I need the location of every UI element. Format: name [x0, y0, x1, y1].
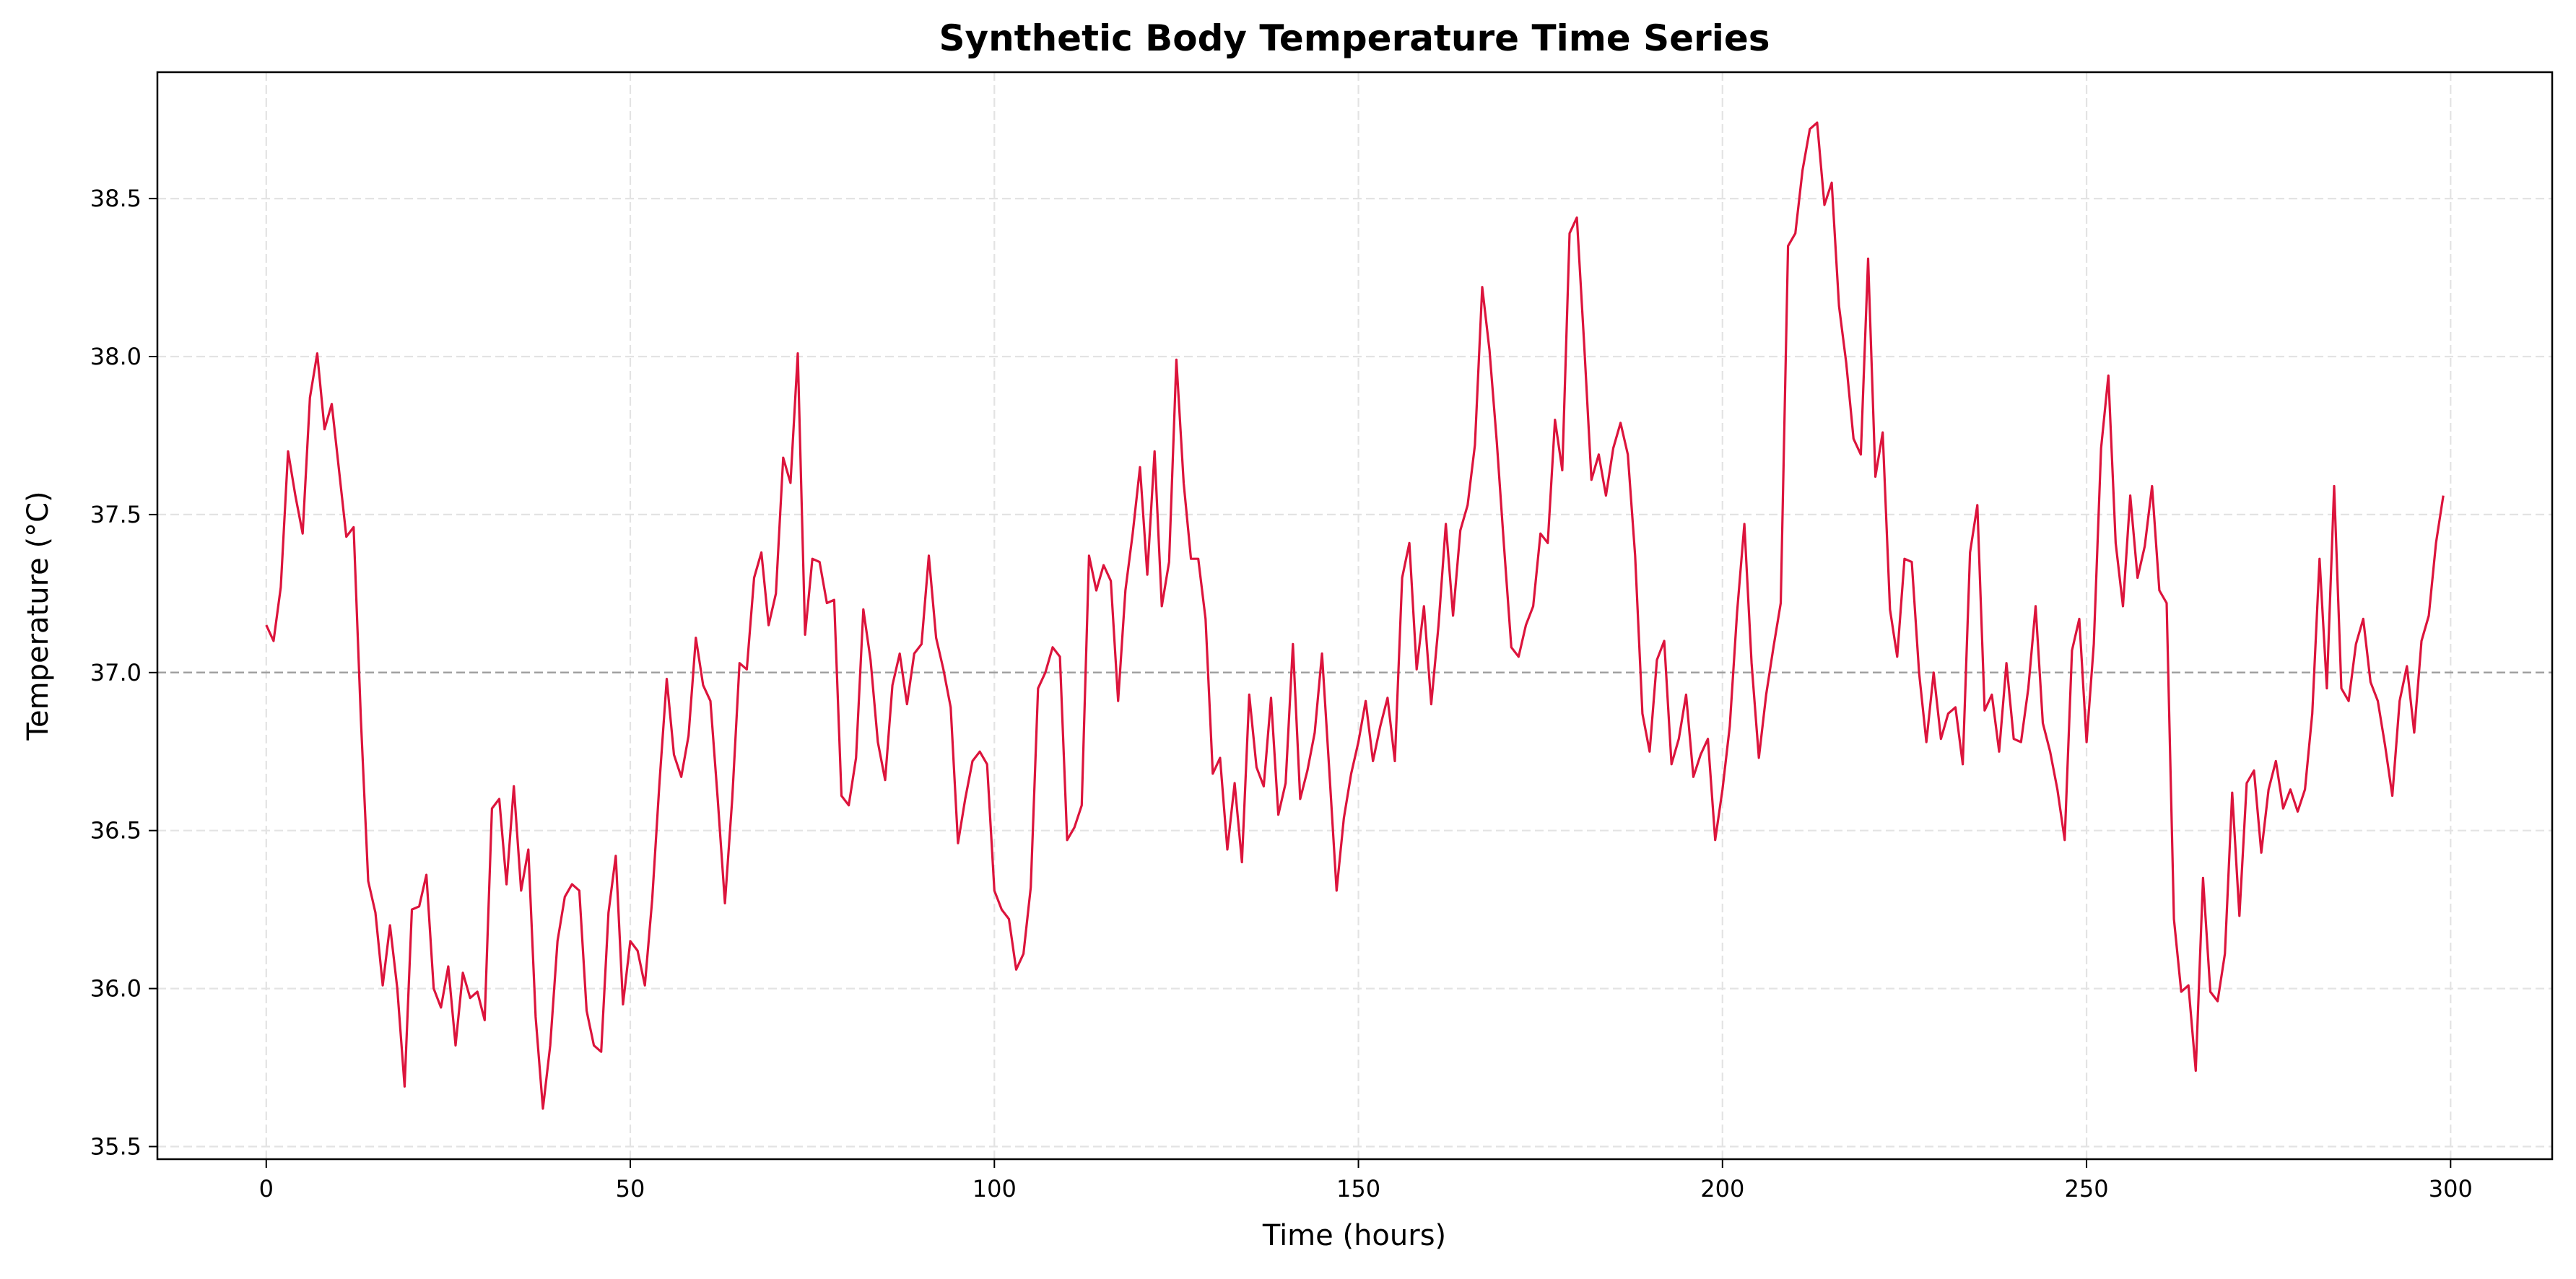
x-tick-label: 300	[2429, 1175, 2473, 1202]
x-tick-label: 150	[1336, 1175, 1380, 1202]
x-tick-label: 100	[972, 1175, 1017, 1202]
y-tick-label: 37.0	[90, 659, 142, 686]
series-group	[265, 121, 2445, 1110]
series-line	[265, 121, 2445, 1110]
x-tick-label: 0	[259, 1175, 274, 1202]
plot-frame	[156, 71, 2554, 1161]
y-tick-label: 35.5	[90, 1132, 142, 1160]
x-axis-ticks: 0 50 100 150 200 250 300	[259, 1159, 2473, 1202]
y-axis-ticks: 35.5 36.0 36.5 37.0 37.5 38.0 38.5	[90, 185, 157, 1160]
y-axis-label: Temperature (°C)	[22, 491, 55, 741]
y-tick-label: 38.5	[90, 185, 142, 212]
x-tick-label: 50	[616, 1175, 645, 1202]
grid-lines	[157, 72, 2552, 1159]
chart-title: Synthetic Body Temperature Time Series	[939, 17, 1770, 59]
y-tick-label: 38.0	[90, 343, 142, 370]
y-tick-label: 36.0	[90, 975, 142, 1003]
x-tick-label: 250	[2065, 1175, 2109, 1202]
x-tick-label: 200	[1700, 1175, 1744, 1202]
y-tick-label: 37.5	[90, 501, 142, 528]
x-axis-label: Time (hours)	[1262, 1219, 1446, 1252]
y-tick-label: 36.5	[90, 817, 142, 844]
